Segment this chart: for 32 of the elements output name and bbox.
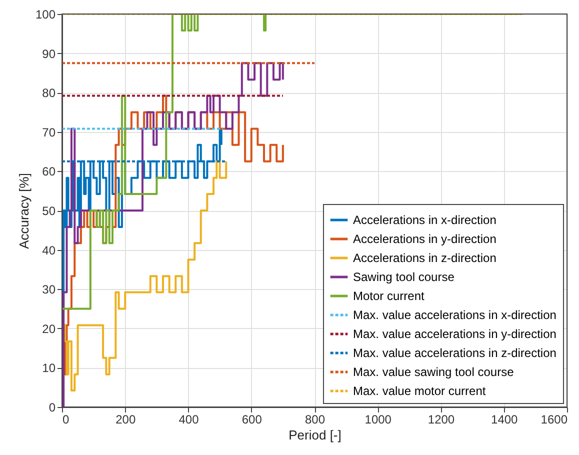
legend-label: Accelerations in x-direction — [353, 213, 496, 227]
y-tick-label: 70 — [42, 125, 56, 140]
y-tick-label: 60 — [42, 164, 56, 179]
legend-label: Max. value sawing tool course — [353, 365, 514, 379]
legend-label: Max. value accelerations in y-direction — [353, 327, 556, 341]
x-tick-label: 600 — [242, 412, 262, 426]
x-tick-label: 1200 — [428, 412, 455, 426]
y-tick-label: 30 — [42, 282, 56, 297]
legend-label: Max. value motor current — [353, 384, 486, 398]
y-tick-label: 20 — [42, 322, 56, 336]
y-tick-label: 50 — [42, 204, 56, 218]
x-tick-label: 200 — [116, 412, 136, 426]
y-tick-label: 80 — [42, 86, 56, 100]
legend-label: Motor current — [353, 289, 426, 303]
legend-label: Max. value accelerations in x-direction — [353, 308, 556, 322]
x-tick-label: 1600 — [540, 412, 568, 426]
x-tick-label: 1400 — [491, 412, 518, 426]
y-tick-label: 0 — [48, 400, 56, 414]
y-axis-title: Accuracy [%] — [16, 173, 32, 249]
y-tick-label: 90 — [42, 46, 56, 61]
y-tick-label: 10 — [42, 361, 56, 376]
x-tick-label: 0 — [62, 412, 70, 426]
legend-label: Sawing tool course — [353, 270, 455, 284]
legend-label: Accelerations in y-direction — [353, 232, 496, 246]
x-tick-label: 400 — [178, 412, 200, 426]
legend-label: Accelerations in z-direction — [353, 251, 496, 265]
y-tick-label: 100 — [35, 8, 56, 22]
legend-label: Max. value accelerations in z-direction — [353, 346, 556, 360]
x-axis-title: Period [-] — [288, 428, 342, 442]
x-tick-label: 800 — [304, 412, 326, 426]
y-tick-label: 40 — [42, 243, 56, 258]
x-tick-label: 1000 — [364, 412, 392, 426]
